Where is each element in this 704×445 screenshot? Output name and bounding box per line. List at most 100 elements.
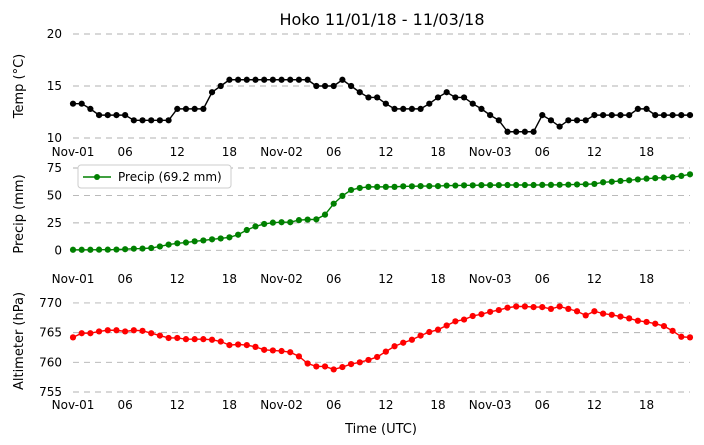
precip-data-point [652,174,659,182]
temperature-x-tick-label: 06 [118,145,133,159]
temperature-data-point [443,89,450,96]
precip-data-point [104,246,111,253]
temperature-data-point [521,128,528,135]
altimeter-data-point [547,305,555,312]
altimeter-data-point [182,336,190,343]
precip-data-point [252,223,259,230]
precip-data-point [356,184,363,192]
altimeter-data-point [408,336,416,343]
altimeter-data-point [78,330,85,337]
altimeter-y-ticks: 755 760 765 770 [39,296,62,399]
temperature-data-point [174,105,181,112]
precip-data-point [669,174,676,181]
altimeter-data-point [313,363,320,370]
altimeter-data-point [356,359,363,366]
precip-data-point [321,211,329,218]
temperature-data-point [626,112,633,119]
altimeter-data-point [617,313,624,320]
temperature-data-point [269,76,276,83]
temperature-data-point [565,117,572,124]
temperature-y-label: Temp (°C) [12,54,27,120]
temperature-data-point [460,94,468,101]
temperature-y-tick-label: 10 [47,131,62,145]
temperature-data-point [417,105,424,112]
temperature-data-point [287,76,294,83]
altimeter-data-point [504,304,511,311]
altimeter-x-tick-label: 18 [222,398,237,412]
altimeter-points [69,303,694,373]
altimeter-x-tick-label: 06 [535,398,550,412]
temperature-data-point [235,76,242,83]
precip-data-point [408,183,416,190]
precip-x-ticks: Nov-01 06 12 18 Nov-02 06 12 18 Nov-03 06 12 18 [52,272,655,286]
precip-data-point [565,181,572,188]
temperature-data-point [539,112,546,119]
temperature-y-tick-label: 20 [47,27,62,41]
temperature-grid [73,33,690,139]
altimeter-data-point [521,303,528,310]
temperature-data-point [278,76,285,83]
temperature-x-tick-label: Nov-03 [469,145,512,159]
temperature-data-point [347,82,355,90]
altimeter-data-point [130,327,137,334]
temperature-data-point [69,100,77,107]
temperature-data-point [434,94,442,101]
precip-data-point [217,235,224,242]
precip-data-point [617,177,624,185]
altimeter-data-point [626,315,633,322]
altimeter-data-point [443,322,450,329]
precip-data-point [339,192,346,199]
temperature-x-tick-label: 18 [222,145,237,159]
temperature-data-point [608,112,615,119]
altimeter-data-point [174,334,181,342]
temperature-data-point [634,105,641,112]
altimeter-data-point [148,330,155,337]
altimeter-data-point [87,330,94,337]
altimeter-data-point [287,349,294,356]
temperature-x-tick-label: 12 [378,145,393,159]
temperature-data-point [78,100,85,107]
temperature-series-line [73,78,690,133]
precip-points [69,171,694,253]
precip-x-tick-label: Nov-01 [52,272,95,286]
temperature-data-point [139,117,146,124]
precip-data-point [452,182,459,189]
altimeter-data-point [295,353,303,360]
altimeter-y-tick-label: 760 [39,355,62,369]
altimeter-data-point [235,341,242,348]
temperature-x-tick-label: 18 [639,145,654,159]
temperature-data-point [87,105,94,112]
precip-x-tick-label: Nov-02 [260,272,303,286]
altimeter-data-point [452,318,459,325]
precip-y-label: Precip (mm) [12,174,27,253]
temperature-data-point [156,117,164,124]
altimeter-data-point [139,327,146,334]
precip-data-point [365,183,372,190]
temperature-data-point [408,105,416,112]
temperature-data-point [104,112,111,119]
altimeter-y-tick-label: 755 [39,385,62,399]
altimeter-data-point [599,310,607,317]
altimeter-data-point [374,353,381,361]
altimeter-data-point [208,336,216,343]
precip-data-point [469,182,476,189]
precip-x-tick-label: 06 [535,272,550,286]
precip-data-point [304,216,311,223]
precip-data-point [208,236,216,243]
altimeter-data-point [330,366,337,373]
temperature-data-point [208,89,216,96]
temperature-data-point [426,100,433,107]
precip-data-point [113,246,120,253]
temperature-x-tick-label: 06 [326,145,341,159]
altimeter-data-point [382,348,389,355]
altimeter-data-point [417,332,424,339]
altimeter-x-tick-label: Nov-01 [52,398,95,412]
precip-y-tick-label: 50 [47,188,62,202]
temperature-data-point [95,112,103,119]
precip-data-point [261,220,268,228]
temperature-data-point [530,128,537,135]
altimeter-x-tick-label: 06 [326,398,341,412]
precip-data-point [95,246,103,253]
temperature-data-point [122,112,129,119]
altimeter-data-point [469,312,476,320]
